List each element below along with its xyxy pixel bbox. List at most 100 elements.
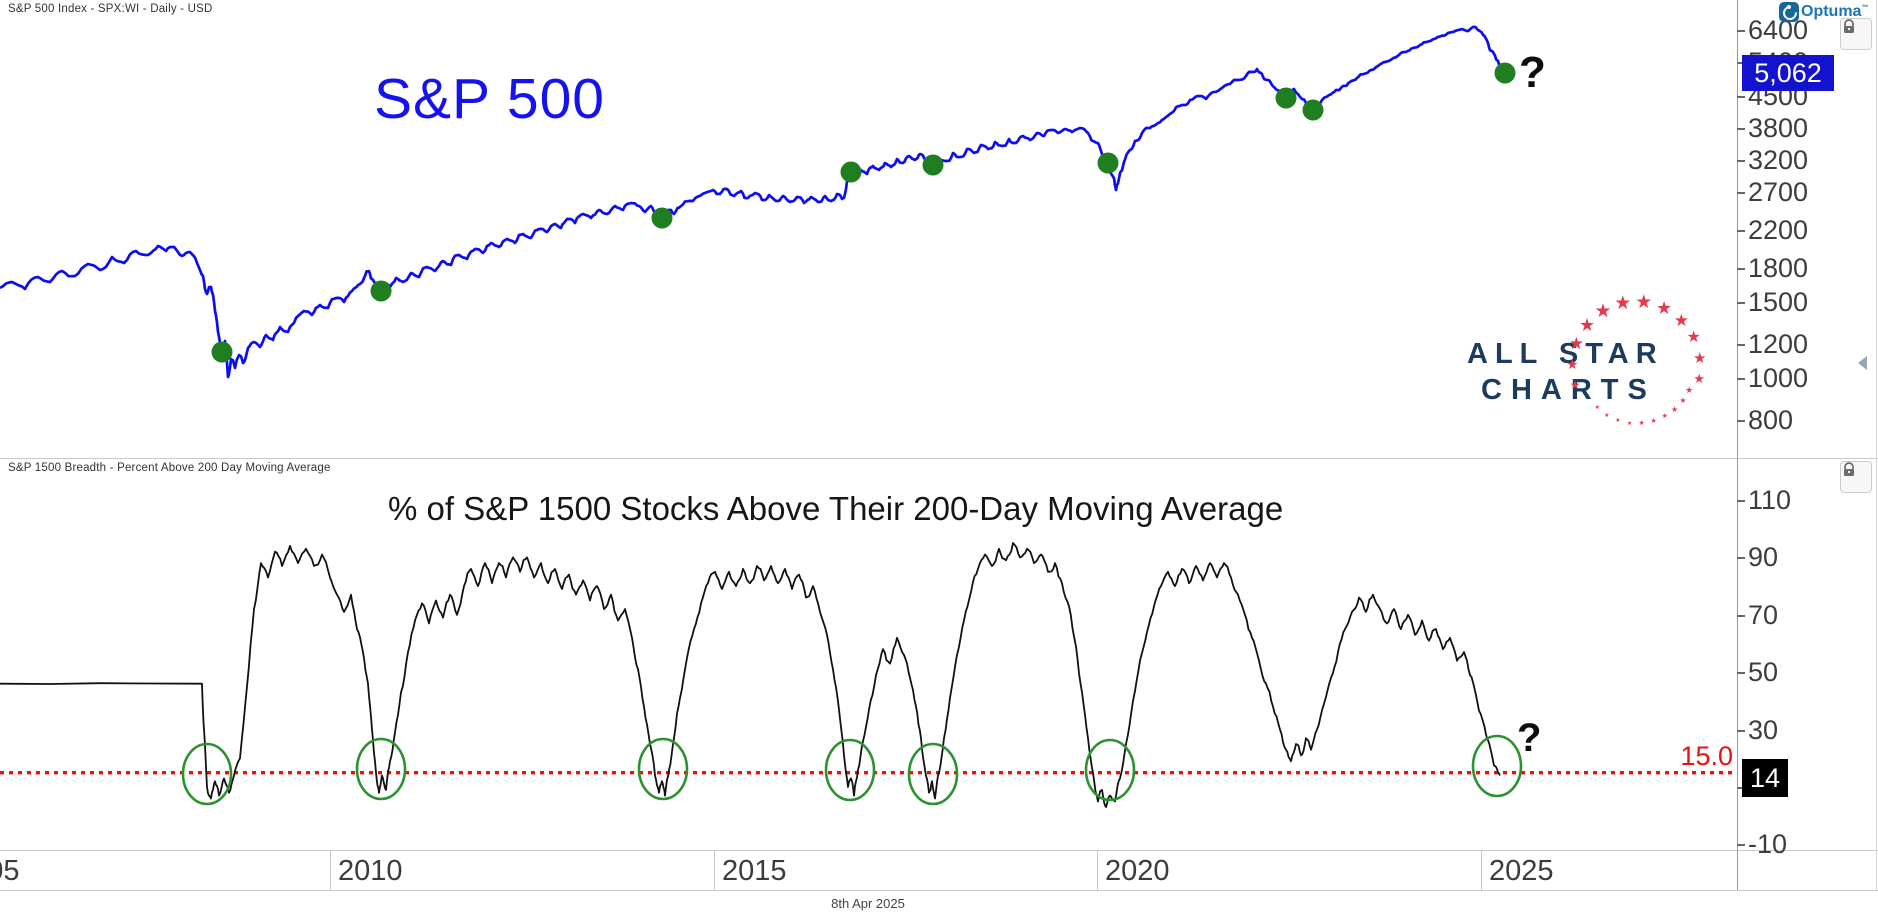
breadth-series-line (0, 542, 1501, 808)
axis-tick-label: 1200 (1748, 328, 1809, 359)
optuma-logo: Optuma™ (1779, 2, 1869, 23)
breadth-low-circle (824, 738, 876, 802)
breadth-washout-dot (1097, 152, 1119, 174)
year-label: 2005 (0, 855, 20, 887)
axis-tick-label: 30 (1748, 714, 1779, 745)
scroll-left-arrow-icon[interactable] (1858, 356, 1867, 370)
breadth-low-circle (355, 737, 407, 801)
breadth-low-circle (1084, 738, 1136, 802)
breadth-washout-dot (1275, 87, 1297, 109)
star-icon: ★ (1568, 333, 1584, 353)
axis-tick-label: 70 (1748, 599, 1779, 630)
breadth-low-circle (1471, 734, 1523, 798)
current-breadth-badge: 14 (1742, 759, 1788, 797)
axis-tick-label: 110 (1748, 485, 1792, 515)
breadth-washout-dot (840, 161, 862, 183)
axis-tick-label: 3200 (1748, 145, 1809, 175)
axis-tick-label: 50 (1748, 657, 1779, 688)
year-tick (1481, 851, 1482, 890)
last-price-badge: 5,062 (1742, 55, 1834, 91)
footer-date: 8th Apr 2025 (831, 896, 905, 911)
date-band-bottom-line (0, 890, 1878, 891)
axis-tick-label: 3800 (1748, 112, 1809, 143)
axis-tick (1737, 343, 1745, 346)
axis-tick (1737, 267, 1745, 270)
axis-tick (1737, 672, 1745, 675)
breadth-washout-dot (1302, 99, 1324, 121)
axis-tick (1737, 191, 1745, 194)
star-icon: ★ (1578, 314, 1596, 335)
star-icon: ★ (1661, 413, 1668, 421)
star-icon: ★ (1671, 404, 1679, 414)
breadth-low-circle (181, 742, 233, 806)
year-tick (1097, 851, 1098, 890)
star-icon: ★ (1566, 355, 1579, 372)
breadth-washout-dot (922, 154, 944, 176)
panel2-lock-button[interactable] (1840, 461, 1872, 493)
axis-tick-label: -10 (1748, 829, 1788, 860)
axis-tick (1737, 420, 1745, 422)
question-mark-price: ? (1519, 48, 1546, 97)
year-tick (714, 851, 715, 890)
axis-tick (1737, 127, 1745, 130)
axis-tick (1737, 160, 1745, 162)
axis-tick (1737, 230, 1745, 233)
panel1-lock-button[interactable] (1840, 18, 1872, 50)
breadth-low-circle (907, 742, 959, 806)
axis-tick-label: 2700 (1748, 176, 1809, 207)
year-label: 2010 (338, 855, 403, 887)
optuma-wordmark: Optuma™ (1801, 3, 1869, 20)
asc-wordmark-line2: CHARTS (1481, 374, 1656, 406)
question-mark-breadth: ? (1517, 716, 1542, 760)
star-icon: ★ (1635, 291, 1653, 313)
panel1-header: S&P 500 Index - SPX:WI - Daily - USD (8, 3, 213, 15)
axis-tick-label: 1000 (1748, 363, 1809, 394)
star-icon: ★ (1656, 298, 1673, 319)
right-border-line (1876, 0, 1877, 890)
axis-tick (1737, 61, 1745, 64)
axis-tick (1737, 787, 1745, 789)
year-label: 2015 (722, 855, 787, 887)
breadth-washout-dot (370, 280, 392, 302)
star-icon: ★ (1604, 412, 1610, 419)
star-icon: ★ (1686, 328, 1701, 346)
star-icon: ★ (1626, 420, 1633, 427)
date-axis[interactable]: 2005 2010 2015 2020 2025 (0, 850, 1737, 890)
star-icon: ★ (1693, 349, 1707, 367)
axis-tick (1737, 500, 1745, 502)
star-icon: ★ (1650, 417, 1657, 425)
year-label: 2020 (1105, 855, 1170, 887)
axis-tick (1737, 96, 1745, 99)
axis-tick (1737, 614, 1745, 617)
optuma-icon (1779, 2, 1800, 23)
axis-tick-label: 2200 (1748, 215, 1809, 246)
axis-tick (1737, 557, 1745, 560)
star-icon: ★ (1594, 300, 1612, 322)
threshold-label: 15.0 (1680, 741, 1733, 771)
breadth-washout-dot (1494, 62, 1516, 84)
axis-tick-label: 1800 (1748, 252, 1809, 283)
panel-divider (0, 458, 1878, 459)
axis-tick (1737, 302, 1745, 305)
price-series-line (0, 25, 1507, 379)
panel1-title: S&P 500 (374, 67, 605, 131)
axis-tick-label: 1500 (1748, 287, 1809, 318)
axis-tick-label: 800 (1748, 405, 1794, 435)
axis-tick-label: 90 (1748, 542, 1779, 573)
breadth-low-circle (637, 737, 689, 801)
year-label: 2025 (1489, 855, 1554, 887)
axis-tick (1737, 30, 1745, 32)
star-icon: ★ (1685, 385, 1694, 395)
axis-tick-label: 6400 (1748, 15, 1809, 45)
panel2-header: S&P 1500 Breadth - Percent Above 200 Day… (8, 462, 331, 474)
star-icon: ★ (1594, 405, 1600, 412)
star-icon: ★ (1679, 395, 1687, 405)
star-icon: ★ (1673, 311, 1689, 331)
breadth-washout-dot (651, 207, 673, 229)
star-icon: ★ (1569, 377, 1581, 392)
star-icon: ★ (1693, 370, 1705, 386)
all-star-charts-logo: ALL STAR CHARTS ★ ★ ★ ★ ★ ★ ★ ★ ★ ★ ★ ★ ★ ★ ★ ★ ★ ★ ★ ★ ★ ★ (1455, 291, 1715, 436)
panel2-title: % of S&P 1500 Stocks Above Their 200-Day… (388, 490, 1284, 527)
